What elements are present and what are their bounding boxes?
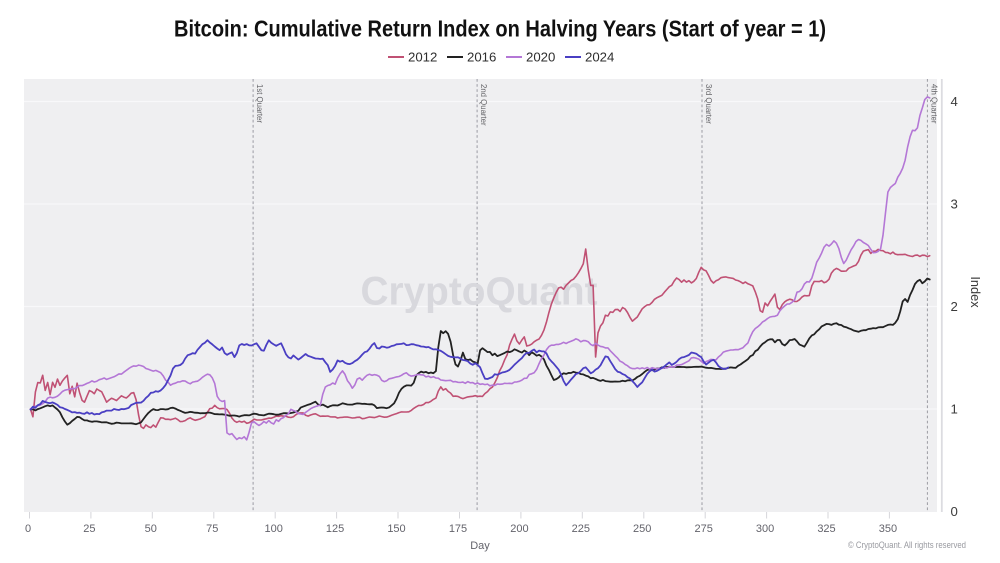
svg-text:0: 0 bbox=[25, 523, 31, 535]
svg-text:350: 350 bbox=[879, 523, 897, 535]
svg-text:50: 50 bbox=[145, 523, 157, 535]
svg-text:2024: 2024 bbox=[585, 50, 614, 65]
svg-text:© CryptoQuant. All rights rese: © CryptoQuant. All rights reserved bbox=[848, 540, 966, 550]
svg-text:0: 0 bbox=[951, 504, 958, 519]
svg-text:200: 200 bbox=[510, 523, 528, 535]
svg-text:2016: 2016 bbox=[467, 50, 496, 65]
svg-text:3: 3 bbox=[951, 197, 958, 212]
svg-text:225: 225 bbox=[572, 523, 590, 535]
svg-text:325: 325 bbox=[817, 523, 835, 535]
svg-text:1st Quarter: 1st Quarter bbox=[255, 84, 264, 123]
svg-text:1: 1 bbox=[951, 402, 958, 417]
svg-text:Index: Index bbox=[968, 276, 983, 308]
svg-text:2012: 2012 bbox=[408, 50, 437, 65]
svg-text:4: 4 bbox=[951, 94, 958, 109]
svg-text:3rd Quarter: 3rd Quarter bbox=[704, 84, 713, 124]
svg-text:300: 300 bbox=[756, 523, 774, 535]
svg-text:150: 150 bbox=[387, 523, 405, 535]
svg-text:75: 75 bbox=[206, 523, 218, 535]
svg-text:250: 250 bbox=[633, 523, 651, 535]
svg-text:2020: 2020 bbox=[526, 50, 555, 65]
svg-text:275: 275 bbox=[695, 523, 713, 535]
svg-text:CryptoQuant: CryptoQuant bbox=[361, 270, 598, 314]
svg-text:Bitcoin: Cumulative Return Ind: Bitcoin: Cumulative Return Index on Halv… bbox=[174, 16, 826, 42]
svg-text:25: 25 bbox=[83, 523, 95, 535]
svg-text:Day: Day bbox=[470, 540, 490, 552]
svg-text:125: 125 bbox=[326, 523, 344, 535]
svg-text:2: 2 bbox=[951, 299, 958, 314]
svg-text:100: 100 bbox=[265, 523, 283, 535]
svg-text:175: 175 bbox=[449, 523, 467, 535]
svg-text:2nd Quarter: 2nd Quarter bbox=[479, 84, 488, 126]
svg-text:4th Quarter: 4th Quarter bbox=[929, 84, 938, 124]
